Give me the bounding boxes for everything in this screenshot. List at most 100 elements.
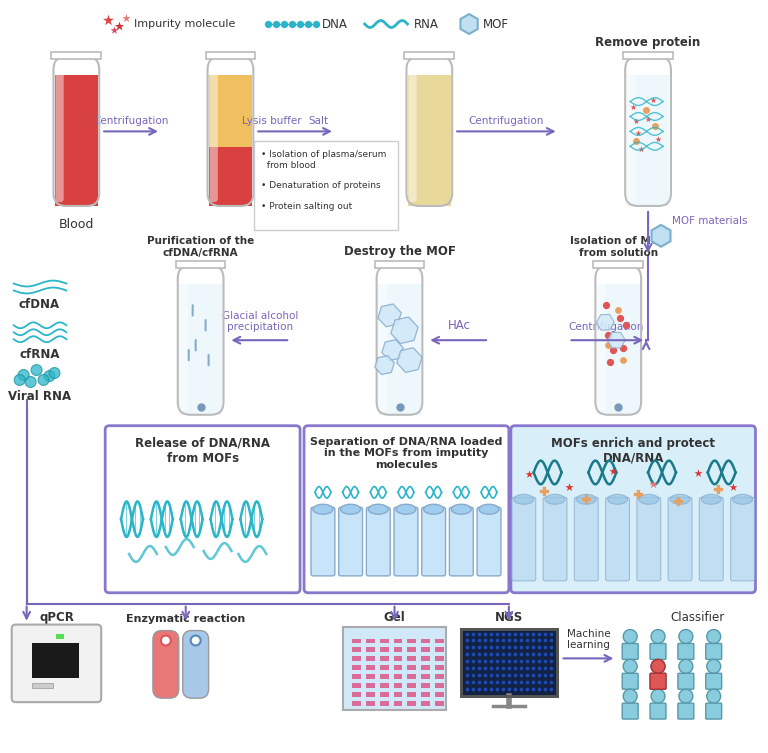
Bar [366, 683, 375, 688]
Bar [206, 52, 255, 59]
Point [491, 669, 503, 681]
Point [310, 18, 322, 30]
FancyBboxPatch shape [706, 644, 722, 660]
Bar [352, 666, 361, 670]
Text: qPCR: qPCR [39, 611, 74, 623]
Text: Centrifugation: Centrifugation [94, 117, 169, 127]
FancyBboxPatch shape [422, 508, 445, 576]
Point [532, 648, 545, 660]
Point [485, 663, 497, 675]
Point [503, 676, 515, 688]
Bar [422, 648, 430, 652]
Bar [352, 674, 361, 679]
Point [491, 648, 503, 660]
Point [545, 635, 557, 647]
Point [532, 669, 545, 681]
Bar [405, 52, 454, 59]
FancyBboxPatch shape [700, 497, 723, 581]
Text: DNA: DNA [322, 17, 348, 31]
Point [479, 648, 492, 660]
Point [545, 642, 557, 654]
Point [497, 627, 509, 639]
Bar [408, 683, 416, 688]
Bar [378, 284, 421, 415]
Point [467, 642, 479, 654]
FancyBboxPatch shape [730, 497, 754, 581]
Point [642, 114, 654, 126]
Bar [57, 633, 65, 639]
Point [508, 676, 521, 688]
Point [532, 663, 545, 675]
Circle shape [651, 630, 665, 644]
FancyBboxPatch shape [627, 61, 635, 202]
Bar [408, 701, 416, 706]
Text: MOF materials: MOF materials [672, 216, 747, 226]
FancyBboxPatch shape [180, 270, 188, 411]
Circle shape [38, 374, 49, 386]
Bar [366, 701, 375, 706]
Text: MOF: MOF [483, 17, 509, 31]
Point [194, 401, 207, 413]
Point [527, 683, 539, 695]
Point [515, 627, 527, 639]
Bar [393, 701, 402, 706]
Text: Blood: Blood [58, 218, 94, 231]
FancyBboxPatch shape [678, 644, 694, 660]
Bar [379, 692, 389, 697]
FancyBboxPatch shape [511, 497, 536, 581]
Point [497, 648, 509, 660]
Point [538, 663, 551, 675]
FancyBboxPatch shape [637, 497, 660, 581]
Point [545, 669, 557, 681]
Bar [179, 284, 222, 415]
Point [503, 655, 515, 667]
FancyBboxPatch shape [706, 673, 722, 689]
Point [503, 627, 515, 639]
Point [270, 18, 283, 30]
Point [521, 676, 533, 688]
Point [538, 627, 551, 639]
Point [278, 18, 290, 30]
Point [515, 663, 527, 675]
Point [632, 488, 644, 500]
Bar [393, 692, 402, 697]
Point [491, 655, 503, 667]
Point [461, 669, 473, 681]
Point [485, 642, 497, 654]
Point [527, 627, 539, 639]
Point [503, 683, 515, 695]
Bar [461, 629, 557, 697]
Point [467, 669, 479, 681]
Point [102, 14, 114, 26]
Circle shape [49, 367, 60, 379]
Bar [435, 639, 444, 644]
Point [508, 683, 521, 695]
Bar [352, 683, 361, 688]
Point [627, 100, 639, 112]
Point [497, 669, 509, 681]
Point [479, 669, 492, 681]
Bar [623, 52, 673, 59]
Circle shape [44, 370, 55, 382]
Bar [352, 657, 361, 661]
Point [508, 627, 521, 639]
Point [113, 20, 125, 32]
Point [503, 663, 515, 675]
Text: Glacial alcohol
precipitation: Glacial alcohol precipitation [222, 311, 299, 332]
Bar [379, 666, 389, 670]
FancyBboxPatch shape [366, 508, 390, 576]
FancyBboxPatch shape [543, 497, 567, 581]
Bar [379, 683, 389, 688]
Bar [352, 639, 361, 644]
Circle shape [679, 630, 693, 644]
Circle shape [14, 374, 25, 386]
Point [527, 635, 539, 647]
Point [538, 683, 551, 695]
Bar [379, 639, 389, 644]
Point [473, 648, 485, 660]
Ellipse shape [341, 505, 360, 514]
Text: NGS: NGS [495, 611, 523, 623]
Bar [393, 683, 402, 688]
Bar [408, 674, 416, 679]
Point [515, 635, 527, 647]
